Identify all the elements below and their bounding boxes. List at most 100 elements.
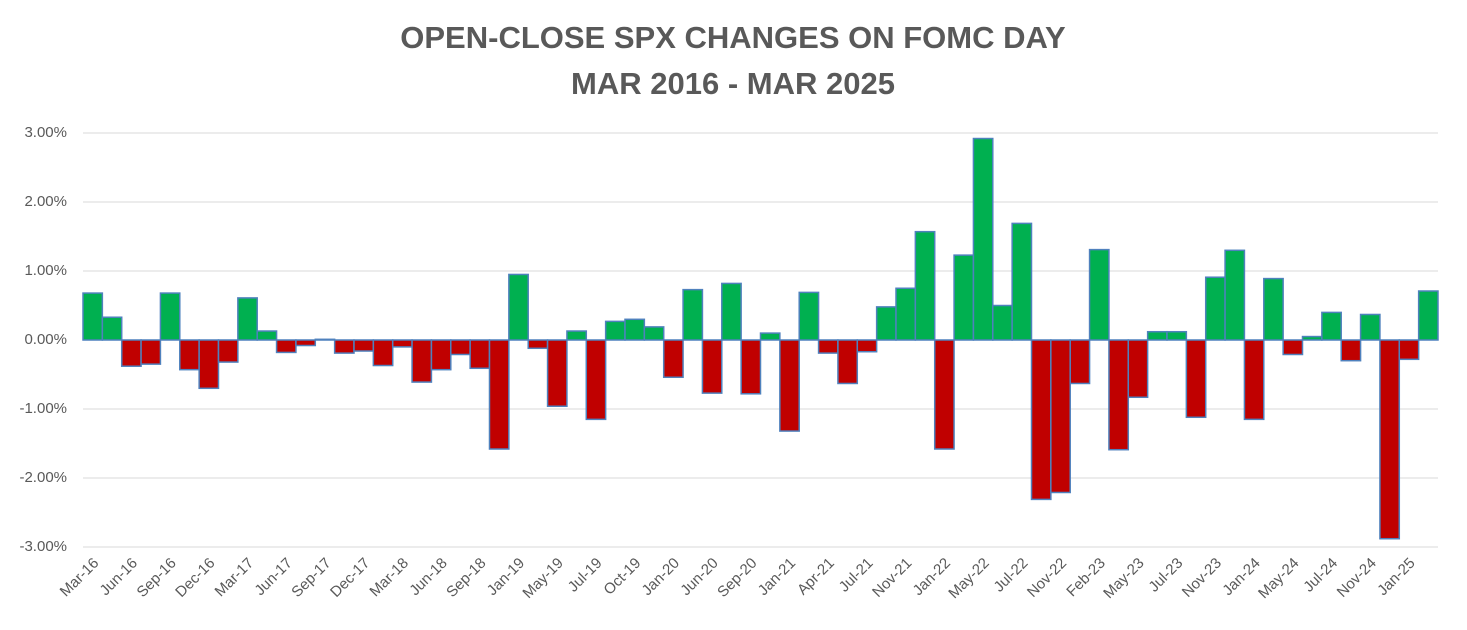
bar [992,304,1013,341]
bar [933,339,955,450]
bar [314,338,336,341]
bar [914,230,936,341]
bar [101,316,123,341]
bar [624,318,646,341]
bar [1359,313,1381,341]
bar [353,339,375,352]
y-tick-label: 1.00% [24,262,67,279]
bar [1417,290,1439,341]
x-tick-label: May-23 [1100,555,1147,602]
y-tick-label: -3.00% [19,538,67,555]
x-tick-label: Apr-21 [794,555,838,599]
bar [682,288,704,341]
y-tick-label: -1.00% [19,400,67,417]
bar [333,339,355,354]
bar [1030,339,1052,501]
x-tick-label: Oct-19 [600,555,644,599]
bar [779,339,800,432]
x-tick-label: Jun-16 [97,555,141,599]
x-tick-label: May-19 [519,555,566,602]
bar [1321,311,1342,341]
chart-subtitle: MAR 2016 - MAR 2025 [571,66,895,101]
bar [508,273,529,341]
bar [953,254,975,341]
bar [256,330,278,341]
bar [1243,339,1265,421]
bar [1204,276,1226,341]
x-tick-label: May-22 [945,555,992,602]
bar [140,339,162,365]
bar [1263,277,1284,341]
x-tick-label: Sep-18 [443,555,489,601]
bar [1011,222,1033,341]
bar [972,137,994,341]
bar [721,282,742,341]
bar [217,339,239,363]
x-tick-label: Nov-23 [1179,555,1225,601]
x-tick-label: Jun-20 [677,555,721,599]
bar [275,339,297,354]
bar [1069,339,1091,385]
bar [1088,248,1110,341]
bar [759,332,781,341]
bar [82,292,104,341]
bar [1146,330,1168,341]
bar [895,287,917,341]
x-tick-label: Dec-16 [172,555,218,601]
bar [469,339,491,370]
bar [585,339,607,421]
bar [450,339,471,356]
bar [1282,339,1304,356]
bar [159,292,181,341]
x-tick-label: Nov-22 [1024,555,1070,601]
chart-title: OPEN-CLOSE SPX CHANGES ON FOMC DAY [400,20,1066,55]
x-tick-label: Jan-25 [1374,555,1418,599]
x-tick-label: Mar-17 [212,555,258,601]
x-tick-label: May-24 [1255,555,1302,602]
bar [527,339,549,350]
x-tick-label: Jun-18 [406,555,450,599]
y-tick-label: -2.00% [19,469,67,486]
bar [566,330,588,341]
bar [798,291,820,341]
bar [1185,339,1207,419]
bar [1127,339,1149,399]
bar [1379,339,1401,540]
bar [1340,339,1362,362]
x-tick-label: Jan-21 [755,555,799,599]
y-tick-label: 2.00% [24,193,67,210]
x-tick-label: Feb-23 [1063,555,1109,601]
bar [856,339,878,353]
bar [546,339,568,407]
x-tick-label: Mar-16 [57,555,103,601]
x-tick-label: Nov-24 [1334,555,1380,601]
bar [411,339,433,383]
bar [1398,339,1420,361]
bar [430,339,452,371]
bar [701,339,723,394]
bar [391,339,413,348]
bar [662,339,684,379]
bar [1166,330,1188,341]
bar [1224,249,1246,341]
bar [488,339,510,450]
bar [295,339,317,347]
bar [179,339,200,371]
bar [372,339,394,367]
bar [740,339,762,395]
bar [604,320,626,341]
y-tick-label: 3.00% [24,124,67,141]
bar [875,306,897,341]
x-tick-label: Jan-20 [639,555,683,599]
bar [237,297,258,341]
x-tick-label: Sep-17 [288,555,334,601]
bar [837,339,859,385]
x-tick-label: Mar-18 [366,555,412,601]
bar [198,339,220,390]
x-tick-label: Sep-20 [714,555,760,601]
bar [1108,339,1130,451]
bar [120,339,142,367]
x-tick-label: Sep-16 [134,555,180,601]
x-tick-label: Dec-17 [327,555,373,601]
